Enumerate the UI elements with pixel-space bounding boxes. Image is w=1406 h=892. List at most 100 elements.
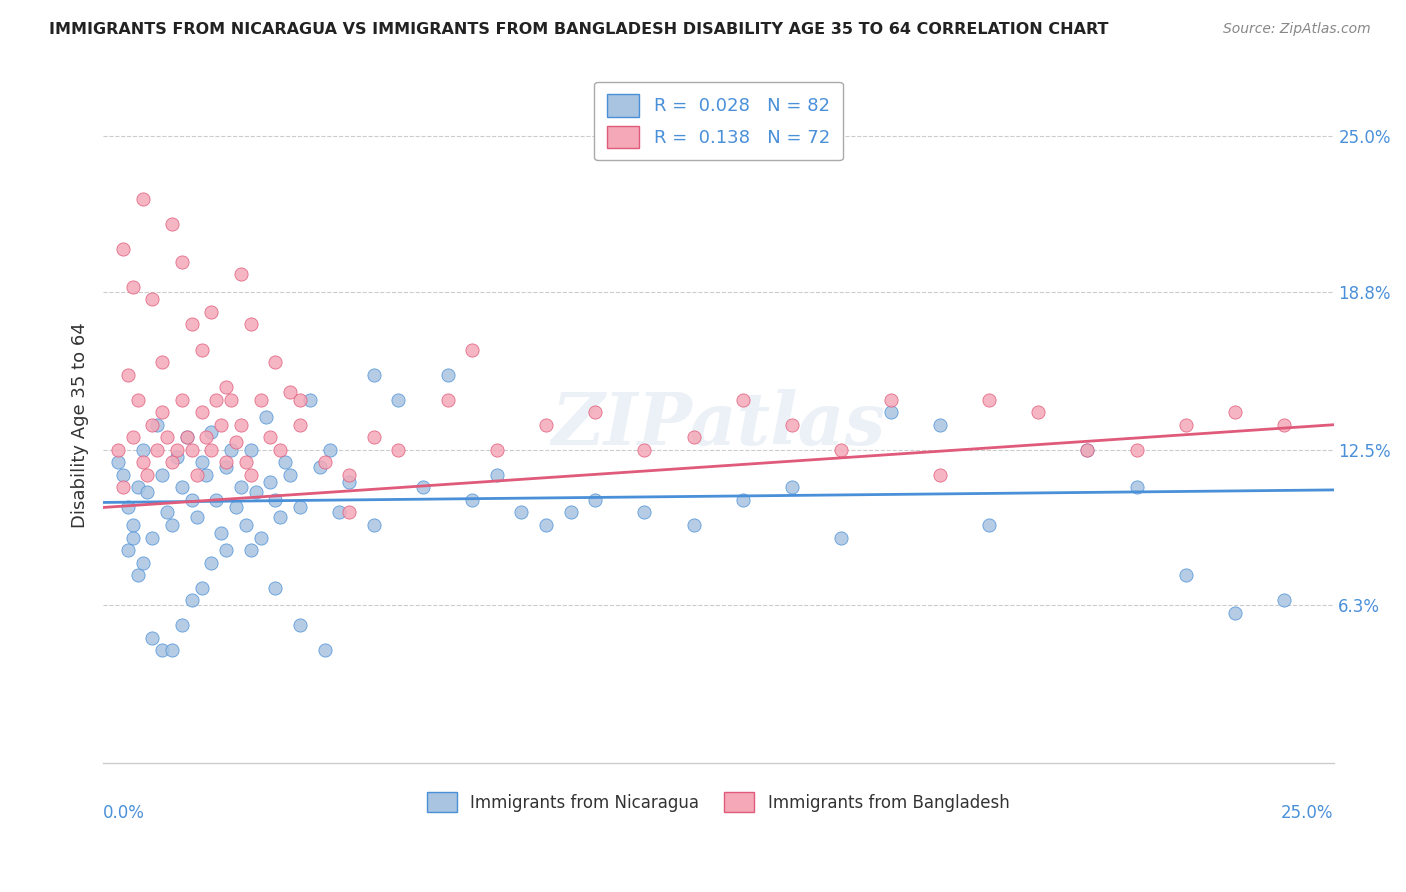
Point [215, 460, 238, 475]
Point [436, 392, 458, 407]
Point [318, 442, 340, 457]
Point [633, 506, 655, 520]
Point [136, 485, 159, 500]
Text: 0.0%: 0.0% [103, 804, 145, 822]
Point [127, 568, 149, 582]
Point [190, 405, 212, 419]
Point [583, 492, 606, 507]
Point [830, 442, 852, 457]
Point [205, 492, 228, 507]
Point [121, 280, 143, 294]
Point [170, 618, 193, 632]
Point [166, 450, 188, 465]
Point [219, 392, 242, 407]
Point [288, 618, 311, 632]
Point [682, 430, 704, 444]
Point [209, 525, 232, 540]
Point [278, 385, 301, 400]
Point [780, 480, 803, 494]
Point [928, 417, 950, 432]
Point [239, 543, 262, 558]
Point [461, 343, 484, 357]
Point [156, 506, 179, 520]
Point [337, 467, 360, 482]
Point [170, 392, 193, 407]
Point [141, 531, 163, 545]
Point [111, 467, 134, 482]
Point [485, 442, 508, 457]
Point [121, 518, 143, 533]
Point [633, 442, 655, 457]
Point [1076, 442, 1098, 457]
Point [288, 500, 311, 515]
Text: 25.0%: 25.0% [1281, 804, 1333, 822]
Point [254, 410, 277, 425]
Point [111, 242, 134, 256]
Point [1174, 417, 1197, 432]
Point [879, 392, 901, 407]
Point [245, 485, 267, 500]
Point [977, 392, 1000, 407]
Point [269, 442, 291, 457]
Point [731, 392, 754, 407]
Point [229, 268, 252, 282]
Legend: Immigrants from Nicaragua, Immigrants from Bangladesh: Immigrants from Nicaragua, Immigrants fr… [418, 782, 1019, 822]
Point [264, 355, 287, 369]
Point [1076, 442, 1098, 457]
Point [195, 467, 218, 482]
Point [239, 467, 262, 482]
Point [298, 392, 321, 407]
Text: Source: ZipAtlas.com: Source: ZipAtlas.com [1223, 22, 1371, 37]
Point [239, 442, 262, 457]
Point [249, 531, 271, 545]
Point [363, 430, 385, 444]
Point [131, 556, 153, 570]
Point [337, 475, 360, 490]
Point [219, 442, 242, 457]
Point [160, 217, 183, 231]
Point [141, 293, 163, 307]
Point [186, 510, 208, 524]
Point [363, 518, 385, 533]
Point [121, 531, 143, 545]
Point [131, 442, 153, 457]
Point [190, 343, 212, 357]
Point [131, 192, 153, 206]
Point [195, 430, 218, 444]
Point [170, 480, 193, 494]
Point [682, 518, 704, 533]
Point [977, 518, 1000, 533]
Point [583, 405, 606, 419]
Point [780, 417, 803, 432]
Point [288, 417, 311, 432]
Point [534, 417, 557, 432]
Point [150, 405, 173, 419]
Point [928, 467, 950, 482]
Point [235, 518, 257, 533]
Point [150, 643, 173, 657]
Point [264, 581, 287, 595]
Point [121, 430, 143, 444]
Point [363, 368, 385, 382]
Point [337, 506, 360, 520]
Point [127, 392, 149, 407]
Point [1125, 480, 1147, 494]
Point [160, 518, 183, 533]
Point [150, 355, 173, 369]
Point [1272, 593, 1295, 607]
Point [190, 455, 212, 469]
Point [560, 506, 582, 520]
Point [235, 455, 257, 469]
Point [278, 467, 301, 482]
Point [117, 500, 139, 515]
Point [107, 455, 129, 469]
Point [387, 392, 409, 407]
Point [259, 475, 281, 490]
Point [180, 492, 202, 507]
Point [107, 442, 129, 457]
Point [156, 430, 179, 444]
Point [117, 368, 139, 382]
Point [1272, 417, 1295, 432]
Point [131, 455, 153, 469]
Point [150, 467, 173, 482]
